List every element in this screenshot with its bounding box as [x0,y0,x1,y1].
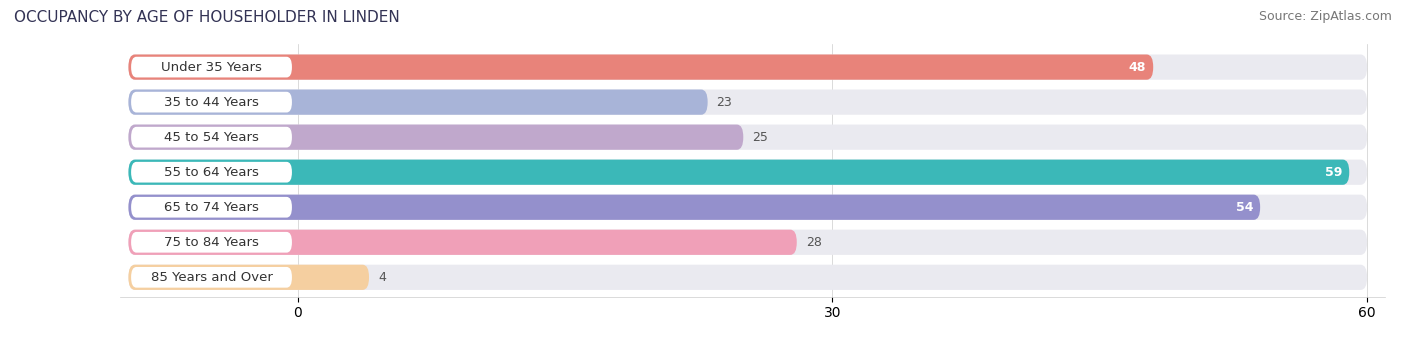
FancyBboxPatch shape [128,124,1367,150]
Text: OCCUPANCY BY AGE OF HOUSEHOLDER IN LINDEN: OCCUPANCY BY AGE OF HOUSEHOLDER IN LINDE… [14,10,399,25]
Text: 54: 54 [1236,201,1253,214]
Text: 55 to 64 Years: 55 to 64 Years [165,166,259,179]
FancyBboxPatch shape [131,197,292,218]
FancyBboxPatch shape [128,195,1367,220]
Text: 28: 28 [806,236,821,249]
Text: 48: 48 [1129,61,1146,74]
FancyBboxPatch shape [128,229,1367,255]
Text: 85 Years and Over: 85 Years and Over [150,271,273,284]
FancyBboxPatch shape [128,195,1260,220]
Text: Under 35 Years: Under 35 Years [162,61,262,74]
FancyBboxPatch shape [128,160,1350,185]
FancyBboxPatch shape [128,265,368,290]
FancyBboxPatch shape [131,232,292,253]
FancyBboxPatch shape [128,55,1367,80]
FancyBboxPatch shape [128,55,1153,80]
FancyBboxPatch shape [128,160,1367,185]
FancyBboxPatch shape [128,124,744,150]
Text: 59: 59 [1324,166,1343,179]
FancyBboxPatch shape [128,229,797,255]
Text: 25: 25 [752,131,768,144]
Text: 65 to 74 Years: 65 to 74 Years [165,201,259,214]
Text: 45 to 54 Years: 45 to 54 Years [165,131,259,144]
FancyBboxPatch shape [131,92,292,113]
FancyBboxPatch shape [128,265,1367,290]
Text: 35 to 44 Years: 35 to 44 Years [165,95,259,109]
FancyBboxPatch shape [131,162,292,182]
FancyBboxPatch shape [131,127,292,148]
Text: 75 to 84 Years: 75 to 84 Years [165,236,259,249]
FancyBboxPatch shape [128,90,1367,115]
Text: 23: 23 [717,95,733,109]
Text: 4: 4 [378,271,385,284]
FancyBboxPatch shape [131,57,292,77]
FancyBboxPatch shape [131,267,292,288]
FancyBboxPatch shape [128,90,707,115]
Text: Source: ZipAtlas.com: Source: ZipAtlas.com [1258,10,1392,23]
